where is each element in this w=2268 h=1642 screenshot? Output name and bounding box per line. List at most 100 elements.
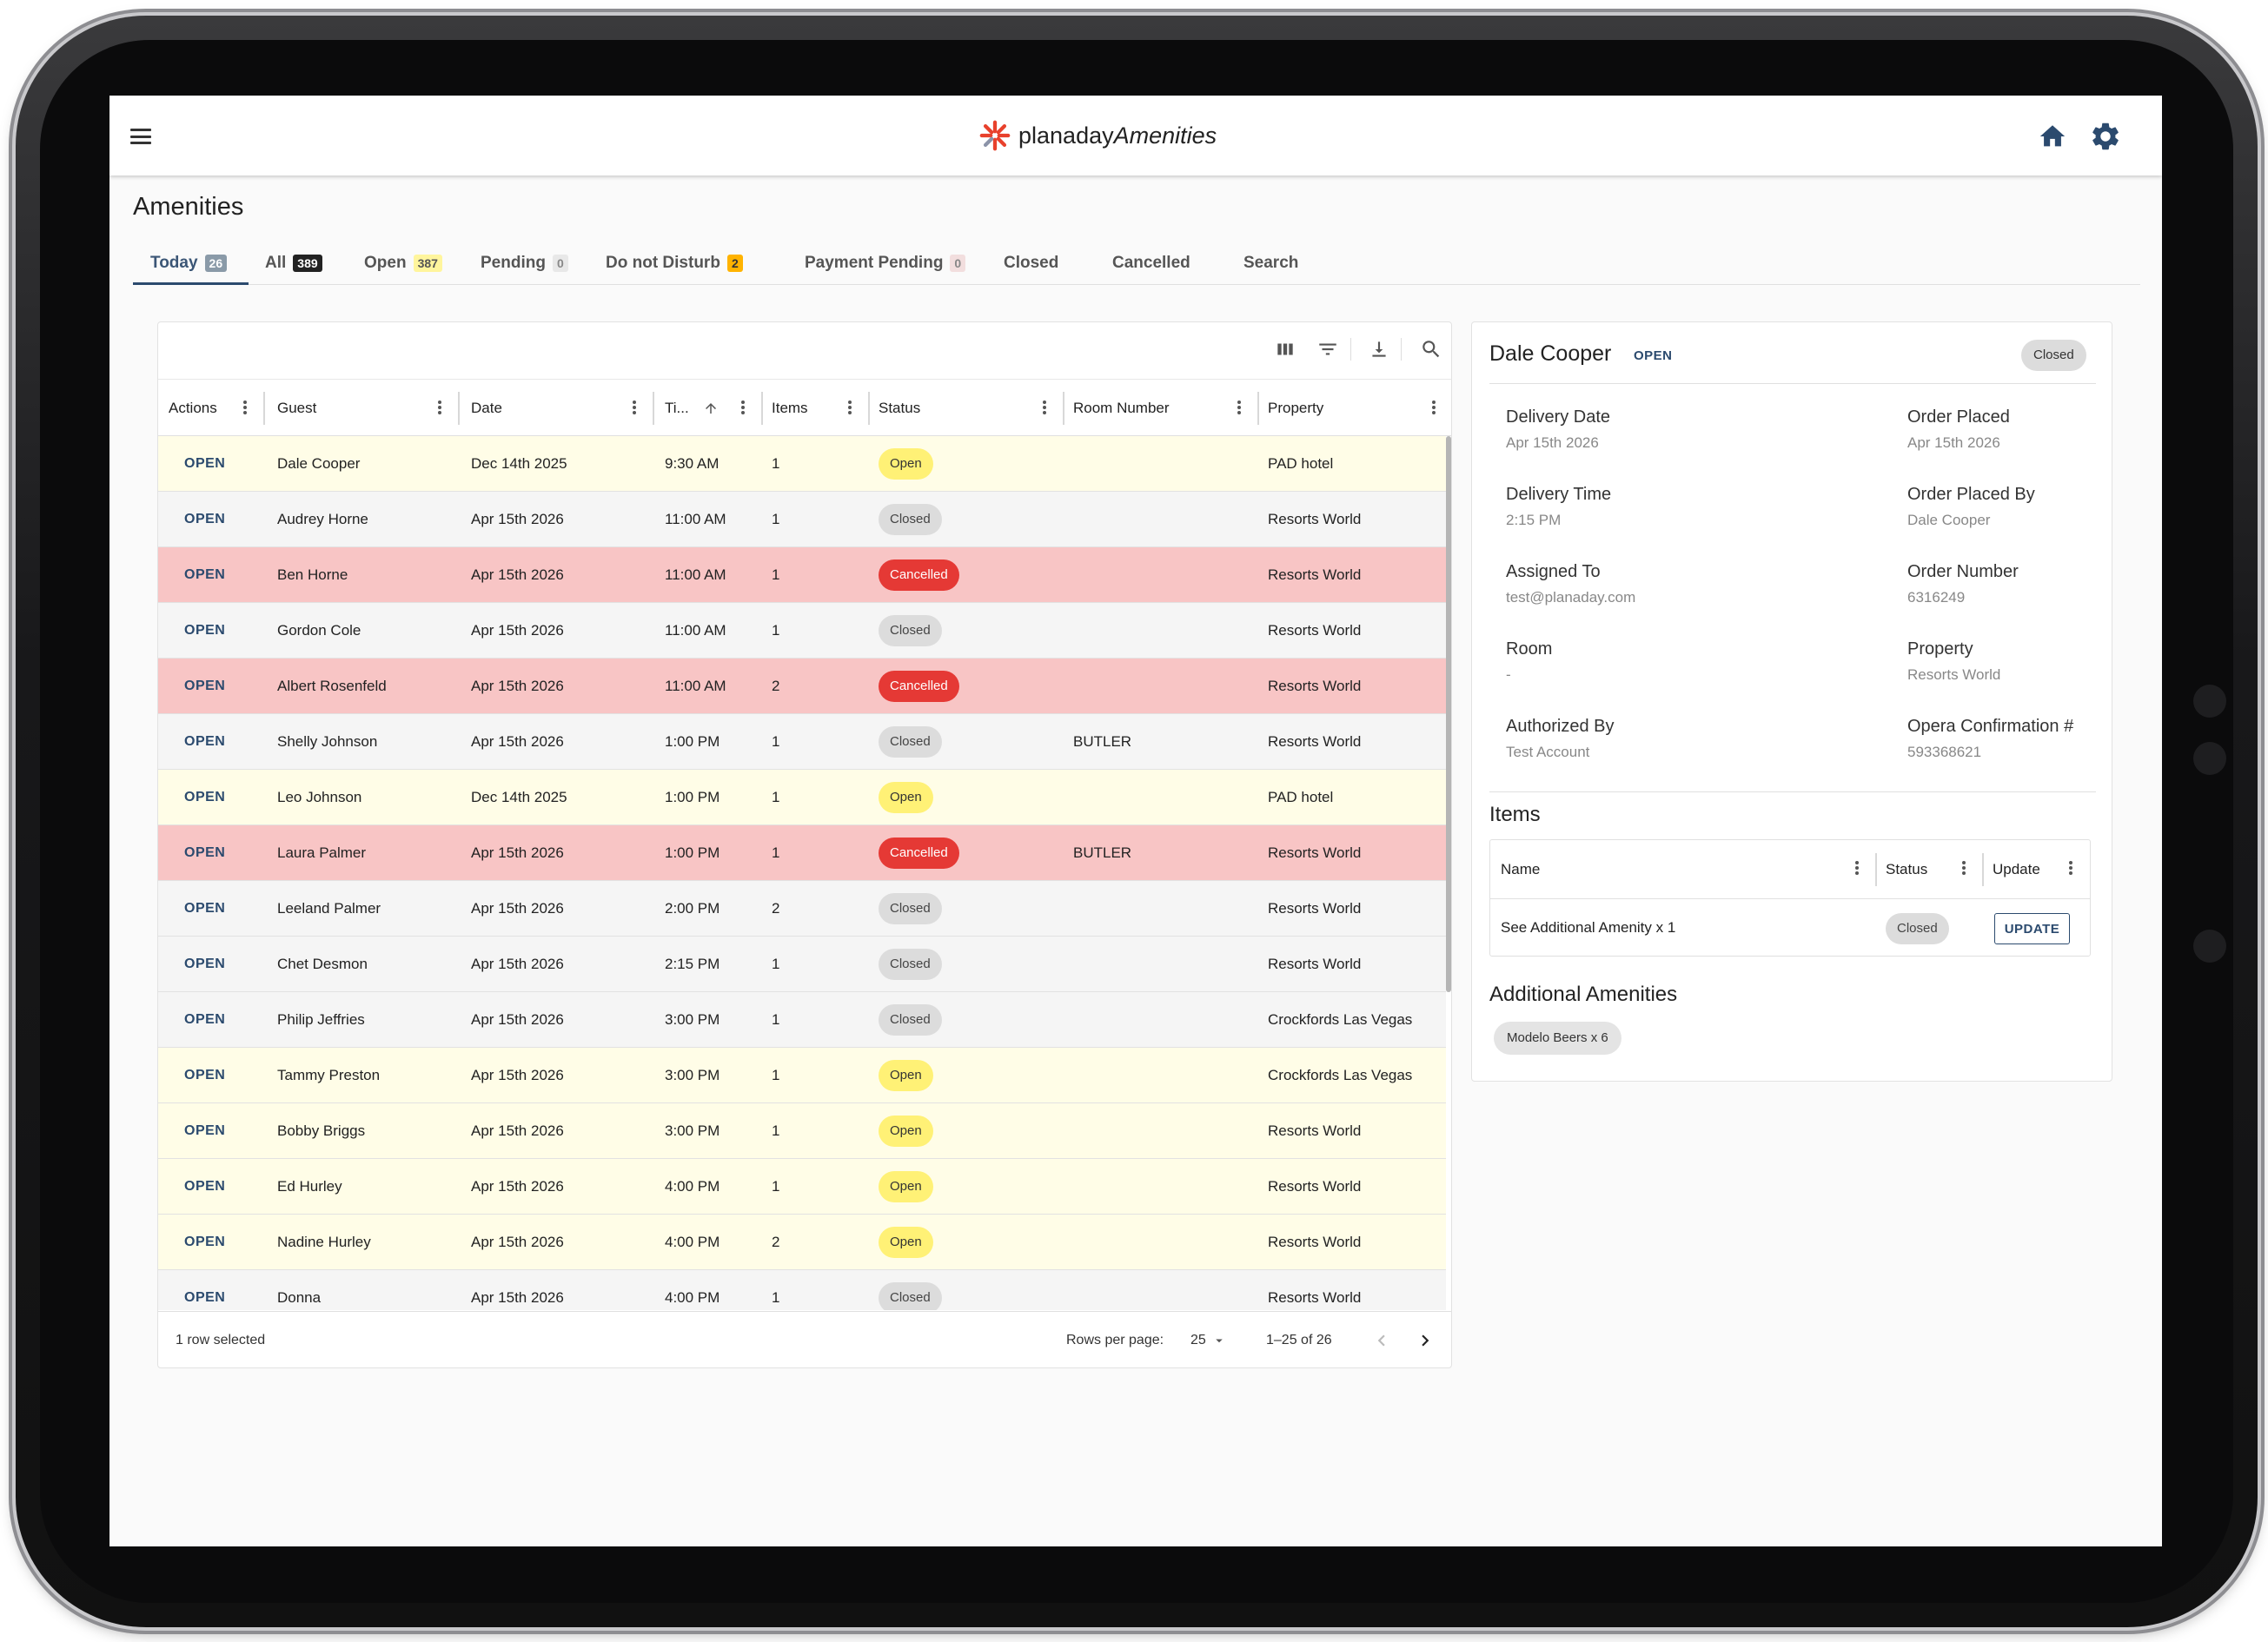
action-open-link[interactable]: OPEN xyxy=(184,1270,225,1310)
table-scrollbar[interactable] xyxy=(1446,436,1451,992)
column-resize-handle[interactable] xyxy=(1257,392,1259,425)
search-icon[interactable] xyxy=(1420,338,1442,361)
table-row[interactable]: OPEN Bobby Briggs Apr 15th 2026 3:00 PM 1 Ope… xyxy=(158,1103,1446,1159)
column-header-status[interactable]: Status xyxy=(1886,861,1928,877)
action-open-link-text[interactable]: OPEN xyxy=(184,679,226,693)
rows-per-page-select[interactable]: 25 xyxy=(1190,1312,1227,1367)
table-row[interactable]: OPEN Nadine Hurley Apr 15th 2026 4:00 PM 2 Op… xyxy=(158,1215,1446,1270)
filter-icon[interactable] xyxy=(1316,338,1339,361)
table-row[interactable]: OPEN Shelly Johnson Apr 15th 2026 1:00 PM 1 C… xyxy=(158,714,1446,770)
action-open-link[interactable]: OPEN xyxy=(184,603,225,659)
action-open-link-text[interactable]: OPEN xyxy=(184,1068,226,1083)
home-icon[interactable] xyxy=(2037,122,2068,151)
action-open-link[interactable]: OPEN xyxy=(184,825,225,881)
tab-closed[interactable]: Closed xyxy=(1004,242,1058,285)
column-header-actions[interactable]: Actions xyxy=(169,400,217,416)
table-row[interactable]: OPEN Leeland Palmer Apr 15th 2026 2:00 PM 2 C… xyxy=(158,881,1446,937)
update-button[interactable]: UPDATE xyxy=(1994,913,2070,944)
action-open-link-text[interactable]: OPEN xyxy=(184,1235,226,1249)
more-vert-icon[interactable] xyxy=(436,399,443,418)
action-open-link[interactable]: OPEN xyxy=(184,1048,225,1103)
action-open-link[interactable]: OPEN xyxy=(184,881,225,937)
column-resize-handle[interactable] xyxy=(761,392,763,425)
tab-open[interactable]: Open 387 xyxy=(364,242,442,285)
action-open-link-text[interactable]: OPEN xyxy=(184,512,226,526)
column-header-guest[interactable]: Guest xyxy=(277,400,317,416)
column-resize-handle[interactable] xyxy=(868,392,870,425)
action-open-link[interactable]: OPEN xyxy=(184,992,225,1048)
action-open-link-text[interactable]: OPEN xyxy=(184,901,226,916)
table-row[interactable]: OPEN Ben Horne Apr 15th 2026 11:00 AM 1 Cance… xyxy=(158,547,1446,603)
table-row[interactable]: OPEN Philip Jeffries Apr 15th 2026 3:00 PM 1… xyxy=(158,992,1446,1048)
action-open-link[interactable]: OPEN xyxy=(184,714,225,770)
column-header-update[interactable]: Update xyxy=(1993,861,2040,877)
column-resize-handle[interactable] xyxy=(458,392,460,425)
column-header-name[interactable]: Name xyxy=(1501,861,1541,877)
more-vert-icon[interactable] xyxy=(1960,859,1967,878)
column-header-status[interactable]: Status xyxy=(879,400,921,416)
action-open-link-text[interactable]: OPEN xyxy=(184,845,226,860)
action-open-link[interactable]: OPEN xyxy=(184,1215,225,1270)
table-row[interactable]: OPEN Chet Desmon Apr 15th 2026 2:15 PM 1 Clos… xyxy=(158,937,1446,992)
column-header-items[interactable]: Items xyxy=(772,400,808,416)
action-open-link-text[interactable]: OPEN xyxy=(184,1179,226,1194)
table-row[interactable]: OPEN Tammy Preston Apr 15th 2026 3:00 PM 1 Op… xyxy=(158,1048,1446,1103)
table-row[interactable]: OPEN Donna Apr 15th 2026 4:00 PM 1 Closed Reso… xyxy=(158,1270,1446,1310)
more-vert-icon[interactable] xyxy=(242,399,249,418)
columns-icon[interactable] xyxy=(1274,338,1296,361)
action-open-link[interactable]: OPEN xyxy=(184,1103,225,1159)
more-vert-icon[interactable] xyxy=(1430,399,1437,418)
chevron-left-icon[interactable] xyxy=(1370,1329,1393,1352)
tab-payment-pending[interactable]: Payment Pending 0 xyxy=(805,242,966,285)
tab-do-not-disturb[interactable]: Do not Disturb 2 xyxy=(606,242,743,285)
action-open-link[interactable]: OPEN xyxy=(184,1159,225,1215)
action-open-link-text[interactable]: OPEN xyxy=(184,734,226,749)
tab-pending[interactable]: Pending 0 xyxy=(481,242,568,285)
column-resize-handle[interactable] xyxy=(653,392,654,425)
column-resize-handle[interactable] xyxy=(1982,853,1984,886)
column-header-time[interactable]: Ti... xyxy=(665,400,689,416)
column-resize-handle[interactable] xyxy=(263,392,265,425)
column-resize-handle[interactable] xyxy=(1063,392,1064,425)
more-vert-icon[interactable] xyxy=(739,399,746,418)
table-row[interactable]: OPEN Audrey Horne Apr 15th 2026 11:00 AM 1 Cl… xyxy=(158,492,1446,547)
more-vert-icon[interactable] xyxy=(631,399,638,418)
action-open-link-text[interactable]: OPEN xyxy=(184,567,226,582)
action-open-link-text[interactable]: OPEN xyxy=(184,456,226,471)
action-open-link[interactable]: OPEN xyxy=(184,937,225,992)
table-row[interactable]: OPEN Gordon Cole Apr 15th 2026 11:00 AM 1 Clo… xyxy=(158,603,1446,659)
table-row[interactable]: OPEN Leo Johnson Dec 14th 2025 1:00 PM 1 Open… xyxy=(158,770,1446,825)
tab-all[interactable]: All 389 xyxy=(265,242,322,285)
action-open-link[interactable]: OPEN xyxy=(184,436,225,492)
tab-today[interactable]: Today 26 xyxy=(150,242,228,285)
action-open-link-text[interactable]: OPEN xyxy=(184,1123,226,1138)
more-vert-icon[interactable] xyxy=(1854,859,1860,878)
column-header-date[interactable]: Date xyxy=(471,400,502,416)
menu-icon[interactable] xyxy=(130,129,151,144)
action-open-link-text[interactable]: OPEN xyxy=(184,1012,226,1027)
action-open-link-text[interactable]: OPEN xyxy=(184,957,226,971)
download-icon[interactable] xyxy=(1368,338,1390,361)
column-header-room-number[interactable]: Room Number xyxy=(1073,400,1170,416)
chevron-right-icon[interactable] xyxy=(1414,1329,1436,1352)
action-open-link-text[interactable]: OPEN xyxy=(184,790,226,804)
sort-arrow-up-icon[interactable] xyxy=(703,399,719,418)
table-row[interactable]: OPEN Dale Cooper Dec 14th 2025 9:30 AM 1 Open… xyxy=(158,436,1446,492)
action-open-link-text[interactable]: OPEN xyxy=(184,1290,226,1305)
action-open-link-text[interactable]: OPEN xyxy=(184,623,226,638)
more-vert-icon[interactable] xyxy=(846,399,853,418)
tab-search[interactable]: Search xyxy=(1243,242,1298,285)
more-vert-icon[interactable] xyxy=(1236,399,1243,418)
more-vert-icon[interactable] xyxy=(1041,399,1048,418)
action-open-link[interactable]: OPEN xyxy=(184,659,225,714)
action-open-link[interactable]: OPEN xyxy=(184,770,225,825)
more-vert-icon[interactable] xyxy=(2067,859,2074,878)
tab-cancelled[interactable]: Cancelled xyxy=(1112,242,1190,285)
column-resize-handle[interactable] xyxy=(1875,853,1877,886)
table-row[interactable]: OPEN Laura Palmer Apr 15th 2026 1:00 PM 1 Can… xyxy=(158,825,1446,881)
gear-icon[interactable] xyxy=(2089,120,2122,153)
action-open-link[interactable]: OPEN xyxy=(184,547,225,603)
open-action-button[interactable]: OPEN xyxy=(1634,348,1673,363)
action-open-link[interactable]: OPEN xyxy=(184,492,225,547)
table-row[interactable]: OPEN Ed Hurley Apr 15th 2026 4:00 PM 1 Open Re… xyxy=(158,1159,1446,1215)
